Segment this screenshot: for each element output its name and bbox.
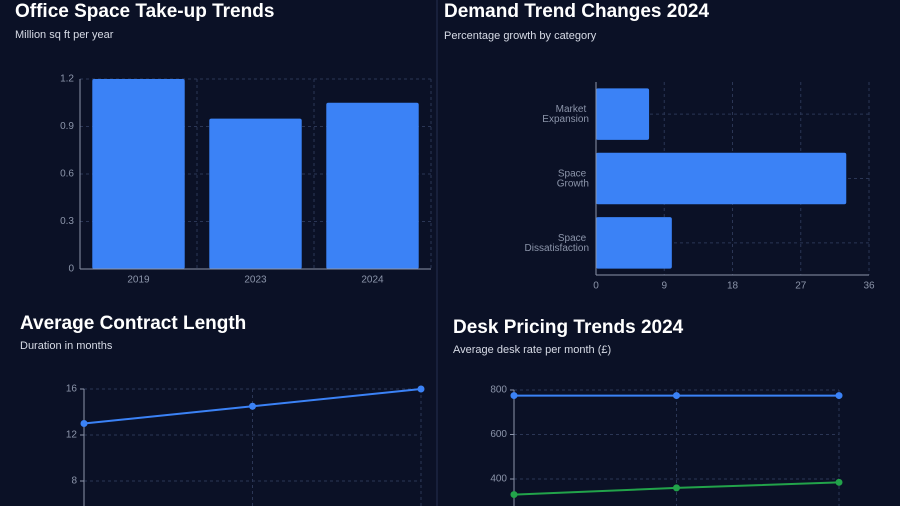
y-tick-label: 0.6 bbox=[60, 169, 74, 180]
x-tick-label: 2019 bbox=[127, 275, 150, 286]
y-tick-label: 8 bbox=[71, 476, 77, 487]
x-tick-label: 27 bbox=[795, 281, 807, 292]
point bbox=[510, 392, 518, 400]
y-tick-label: 800 bbox=[490, 385, 507, 396]
y-tick-label: 12 bbox=[66, 430, 78, 441]
bar bbox=[596, 152, 847, 205]
point bbox=[417, 385, 425, 393]
x-tick-label: 2023 bbox=[244, 275, 267, 286]
bar bbox=[596, 88, 650, 140]
chart-subtitle: Percentage growth by category bbox=[444, 30, 597, 42]
point bbox=[80, 420, 88, 427]
x-tick-label: 18 bbox=[727, 281, 739, 292]
chart-title: Desk Pricing Trends 2024 bbox=[453, 317, 684, 338]
chart-subtitle: Million sq ft per year bbox=[15, 29, 114, 41]
y-tick-label: 0.3 bbox=[60, 216, 74, 227]
x-tick-label: 36 bbox=[863, 281, 875, 292]
point bbox=[510, 491, 518, 499]
chart-title: Demand Trend Changes 2024 bbox=[444, 1, 709, 22]
bar bbox=[596, 217, 672, 269]
chart-title: Average Contract Length bbox=[20, 313, 246, 334]
y-tick-label: 600 bbox=[490, 429, 507, 440]
point bbox=[835, 478, 843, 486]
y-tick-label: Space Dissatisfaction bbox=[525, 232, 589, 253]
y-tick-label: 0 bbox=[68, 264, 74, 275]
point bbox=[673, 484, 680, 492]
chart-title: Office Space Take-up Trends bbox=[15, 1, 274, 22]
y-tick-label: Market Expansion bbox=[542, 104, 589, 125]
point bbox=[835, 392, 843, 400]
bar bbox=[92, 79, 185, 269]
x-tick-label: 9 bbox=[661, 281, 667, 292]
chart-subtitle: Average desk rate per month (£) bbox=[453, 344, 611, 356]
x-tick-label: 0 bbox=[593, 281, 599, 292]
y-tick-label: 0.9 bbox=[60, 121, 74, 132]
bar bbox=[326, 102, 419, 269]
point bbox=[673, 392, 680, 400]
chart-subtitle: Duration in months bbox=[20, 340, 113, 352]
x-tick-label: 2024 bbox=[361, 275, 384, 286]
y-tick-label: 400 bbox=[490, 474, 507, 485]
bar bbox=[209, 118, 302, 269]
point bbox=[249, 402, 256, 410]
y-tick-label: Space Growth bbox=[557, 168, 589, 189]
y-tick-label: 1.2 bbox=[60, 74, 74, 85]
y-tick-label: 16 bbox=[66, 384, 78, 395]
